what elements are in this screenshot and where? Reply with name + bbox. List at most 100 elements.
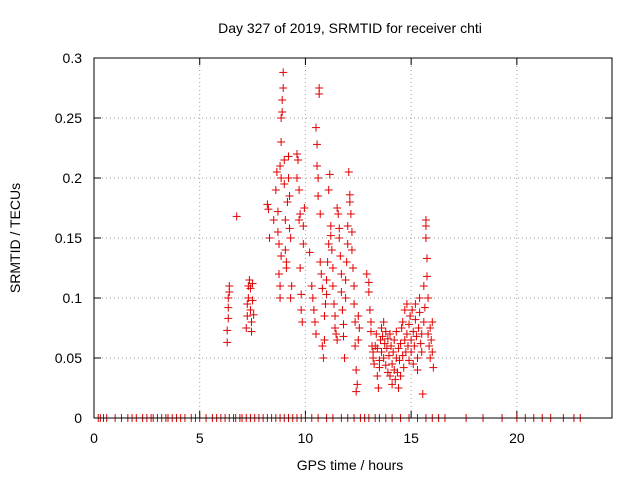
data-point	[409, 327, 418, 336]
data-point	[398, 318, 407, 326]
data-point	[273, 228, 282, 236]
data-point	[272, 168, 281, 176]
data-point	[313, 140, 322, 149]
data-point	[297, 306, 306, 314]
data-point	[350, 282, 359, 290]
y-tick-label: 0.15	[55, 230, 82, 246]
data-point	[351, 342, 360, 350]
data-point	[386, 372, 394, 380]
data-point	[405, 356, 414, 365]
x-tick-label: 20	[509, 430, 525, 446]
data-point	[247, 327, 256, 336]
data-point	[400, 306, 409, 314]
x-tick-label: 0	[90, 430, 98, 446]
data-point	[312, 123, 320, 132]
data-point	[339, 332, 348, 341]
data-point	[423, 254, 431, 263]
y-axis-label: SRMTID / TECUs	[7, 183, 23, 293]
y-tick-label: 0.05	[55, 350, 82, 366]
data-point	[307, 282, 316, 290]
data-point	[325, 170, 334, 179]
data-point	[419, 282, 428, 290]
data-point	[393, 368, 402, 377]
data-point	[243, 312, 252, 320]
data-point	[310, 318, 319, 326]
data-point	[408, 306, 417, 314]
data-point	[337, 270, 346, 278]
data-point	[383, 334, 392, 343]
data-point	[428, 318, 437, 326]
data-point	[281, 246, 290, 254]
data-point	[426, 324, 435, 332]
data-point	[347, 246, 356, 254]
data-point	[402, 330, 411, 338]
data-point	[320, 336, 329, 344]
data-point	[424, 330, 433, 338]
data-point	[345, 190, 354, 199]
data-point	[265, 234, 274, 242]
data-point	[429, 363, 438, 372]
data-point	[376, 336, 385, 344]
data-point	[224, 294, 233, 302]
data-point	[407, 336, 416, 344]
data-point	[380, 339, 389, 348]
data-point	[395, 356, 404, 365]
data-point	[263, 200, 272, 209]
data-point	[377, 348, 386, 356]
data-point	[419, 318, 428, 326]
data-point	[375, 356, 384, 365]
data-point	[377, 324, 386, 332]
data-point	[224, 303, 233, 312]
data-point	[317, 270, 326, 278]
data-point	[315, 90, 324, 98]
data-point	[345, 198, 354, 206]
data-point	[326, 222, 335, 230]
data-point	[280, 180, 289, 188]
data-point	[331, 324, 340, 332]
data-point	[364, 278, 373, 287]
data-point	[407, 348, 416, 356]
tick-labels: 0 0.05 0.1 0.15 0.2 0.25 0.3 0 5 10 15 20	[55, 50, 525, 446]
data-point	[295, 216, 304, 224]
data-point	[389, 348, 398, 356]
data-point	[248, 296, 257, 305]
data-point	[411, 315, 420, 324]
data-point	[328, 282, 337, 290]
data-point	[319, 354, 328, 362]
data-point	[394, 344, 403, 353]
data-point	[354, 336, 363, 344]
data-point	[276, 282, 285, 290]
data-point	[420, 303, 429, 312]
data-point	[328, 264, 337, 272]
y-tick-label: 0.25	[55, 110, 82, 126]
data-point	[388, 360, 397, 368]
data-point	[421, 234, 430, 242]
data-point	[346, 210, 355, 218]
data-point	[405, 320, 414, 329]
data-point	[374, 384, 383, 392]
data-point	[339, 320, 348, 329]
data-point	[297, 290, 306, 299]
y-tick-label: 0.1	[63, 290, 83, 306]
data-point	[296, 210, 305, 218]
data-point	[421, 216, 430, 224]
data-point	[375, 363, 384, 372]
data-point	[296, 264, 305, 272]
data-point	[327, 246, 336, 254]
data-point	[308, 294, 317, 302]
data-point	[347, 228, 356, 236]
data-point	[402, 300, 411, 308]
data-point	[381, 361, 390, 370]
x-tick-label: 10	[298, 430, 314, 446]
data-point	[370, 360, 379, 368]
data-point	[384, 351, 393, 360]
data-point	[248, 279, 257, 288]
data-point	[343, 240, 352, 248]
data-point	[352, 366, 361, 374]
data-point	[313, 162, 322, 170]
data-point	[242, 324, 251, 332]
data-point	[243, 300, 252, 308]
data-point	[299, 222, 308, 230]
data-point	[292, 150, 301, 158]
